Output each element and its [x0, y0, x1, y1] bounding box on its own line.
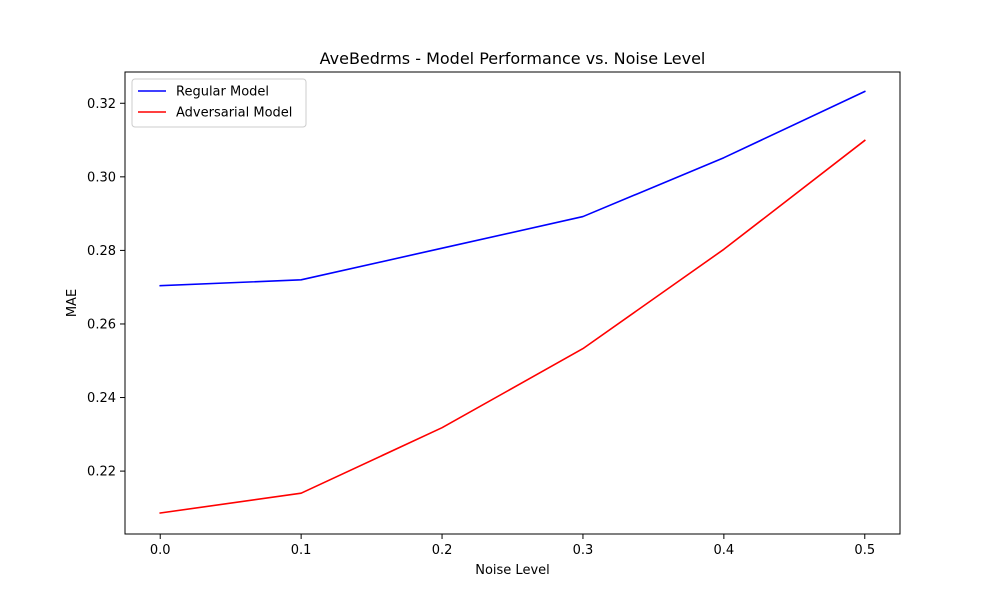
- axes-frame: [124, 71, 901, 535]
- y-tick-label: 0.24: [87, 391, 116, 406]
- x-tick-label: 0.0: [150, 543, 171, 558]
- x-tick-label: 0.5: [854, 543, 875, 558]
- x-axis-label: Noise Level: [475, 563, 550, 578]
- y-tick-label: 0.32: [87, 97, 116, 112]
- y-tick-label: 0.26: [87, 317, 116, 332]
- x-tick-label: 0.4: [714, 543, 735, 558]
- series-line-regular-model: [159, 90, 866, 287]
- y-tick-label: 0.22: [87, 465, 116, 480]
- x-tick-label: 0.1: [291, 543, 312, 558]
- legend-label: Adversarial Model: [176, 106, 292, 121]
- y-axis-label: MAE: [65, 289, 80, 317]
- plot-area: 0.0 0.1 0.2 0.3 0.4 0.5 0.22 0.24 0.26 0.28 0.30 0.…: [87, 71, 901, 558]
- y-tick-label: 0.30: [87, 170, 116, 185]
- chart-title: AveBedrms - Model Performance vs. Noise …: [320, 49, 706, 68]
- legend-box: [131, 78, 307, 128]
- x-tick-label: 0.2: [432, 543, 453, 558]
- series-line-adversarial-model: [159, 139, 866, 514]
- legend: Regular Model Adversarial Model: [131, 78, 307, 128]
- legend-label: Regular Model: [176, 85, 269, 100]
- x-tick-label: 0.3: [573, 543, 594, 558]
- y-tick-label: 0.28: [87, 244, 116, 259]
